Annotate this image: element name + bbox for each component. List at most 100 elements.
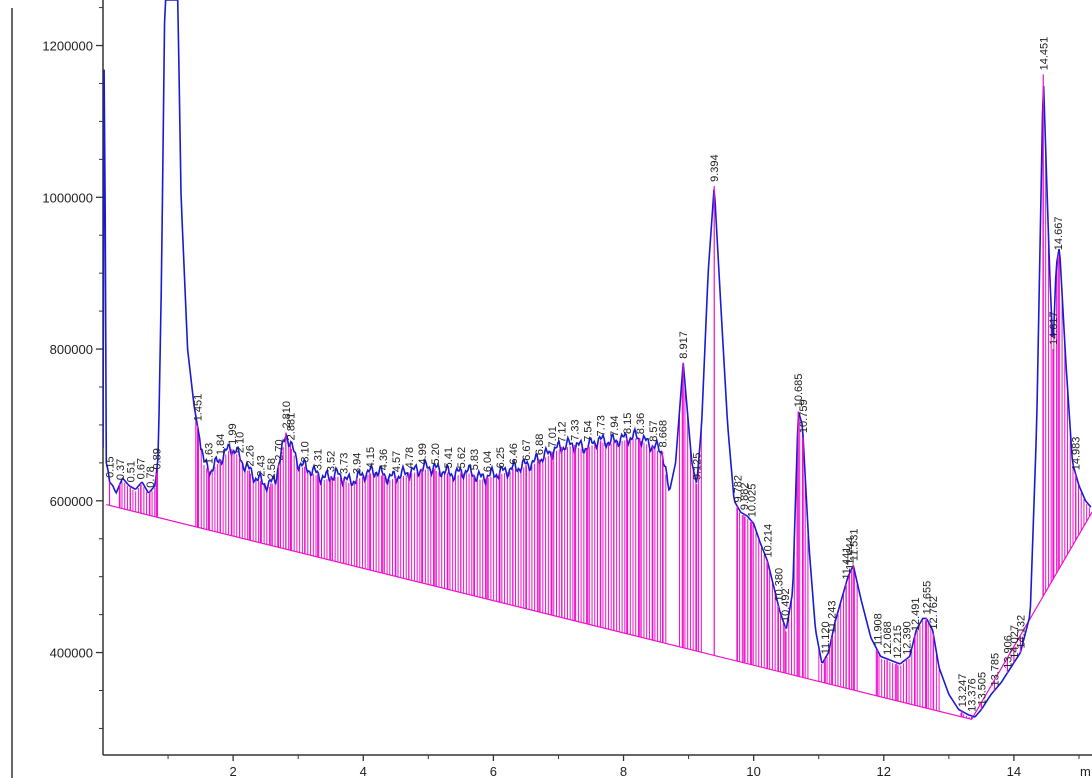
peak-label: 6.04 (482, 451, 494, 472)
peak-label: 9.394 (709, 154, 721, 182)
peak-label: 14.132 (1015, 615, 1027, 649)
peak-label: 7.54 (583, 420, 595, 441)
peak-retention-labels: 0.150.370.510.670.780.89 1.451 1.63 1.84 1.9… (105, 37, 1083, 720)
peak-label: 7.01 (547, 426, 559, 447)
y-tick-label: 1000000 (42, 190, 93, 205)
peak-label: 0.67 (136, 458, 148, 479)
peak-label: 2.810 (281, 401, 293, 429)
peak-label: 0.51 (125, 461, 137, 482)
peak-label: 13.505 (976, 672, 988, 706)
peak-label: 9.782 (732, 475, 744, 503)
peak-label: 9.882 (739, 483, 751, 511)
x-axis-unit-label: m (1080, 764, 1091, 778)
peak-label: 2.58 (266, 458, 278, 479)
peak-label: 3.10 (300, 441, 312, 462)
peak-label: 2.881 (285, 413, 297, 441)
peak-label: 12.390 (902, 621, 914, 655)
peak-label: 3.52 (326, 451, 338, 472)
peak-label: 2.70 (274, 439, 286, 460)
peak-label: 3.73 (339, 453, 351, 474)
peak-label: 10.492 (780, 588, 792, 622)
peak-label: 11.441 (841, 547, 853, 580)
y-tick-label: 600000 (50, 494, 93, 509)
peak-label: 2.10 (235, 432, 247, 453)
peak-label: 8.917 (678, 331, 690, 359)
peak-label: 12.491 (910, 597, 922, 631)
y-tick-label: 400000 (50, 646, 93, 661)
peak-label: 5.20 (430, 443, 442, 464)
peak-label: 10.214 (763, 524, 775, 558)
peak-label: 1.99 (227, 423, 239, 444)
peak-label: 12.655 (921, 581, 933, 615)
peak-label: 14.451 (1038, 37, 1050, 71)
peak-label: 12.088 (882, 621, 894, 655)
peak-label: 12.762 (928, 596, 940, 630)
peak-label: 0.78 (145, 466, 157, 487)
peak-label: 1.451 (192, 394, 204, 422)
y-tick-label: 800000 (50, 342, 93, 357)
peak-label: 0.37 (115, 459, 127, 480)
integration-baseline (106, 504, 1092, 721)
peak-label: 11.531 (848, 528, 860, 561)
peak-label: 6.25 (495, 447, 507, 468)
peak-label: 7.94 (609, 415, 621, 436)
x-tick-label: 6 (490, 764, 497, 778)
peak-label: 10.759 (798, 399, 810, 433)
peak-label: 6.46 (508, 443, 520, 464)
x-tick-label: 8 (620, 764, 627, 778)
x-tick-label: 10 (746, 764, 760, 778)
peak-label: 4.99 (417, 443, 429, 464)
peak-label: 4.78 (404, 447, 416, 468)
peak-label: 8.57 (648, 420, 660, 441)
peak-label: 9.125 (692, 453, 704, 481)
peak-label: 10.380 (773, 568, 785, 602)
peak-label: 13.785 (989, 653, 1001, 687)
peak-label: 7.12 (557, 421, 569, 442)
peak-label: 0.15 (105, 456, 117, 477)
peak-label: 11.908 (872, 613, 884, 646)
peak-label: 14.983 (1071, 437, 1083, 471)
x-tick-label: 14 (1007, 764, 1021, 778)
y-tick-label: 1200000 (42, 39, 93, 54)
peak-label: 7.33 (570, 419, 582, 440)
peak-label: 10.025 (747, 484, 759, 518)
peak-label: 6.88 (534, 434, 546, 455)
peak-label: 4.36 (378, 449, 390, 470)
peak-label: 1.84 (215, 434, 227, 455)
y-axis-ticks: 400000 600000 800000 1000000 1200000 (42, 39, 103, 661)
peak-label: 3.94 (352, 453, 364, 474)
peak-label: 13.247 (957, 674, 969, 708)
peak-label: 14.027 (1009, 625, 1021, 659)
peak-label: 3.31 (313, 449, 325, 470)
peak-label: 11.444 (844, 537, 856, 570)
peak-label: 12.215 (892, 625, 904, 659)
peak-label: 4.15 (365, 447, 377, 468)
peak-integration-drops (118, 93, 1090, 719)
peak-label: 1.63 (203, 443, 215, 464)
x-tick-label: 12 (877, 764, 891, 778)
chromatogram-signal-trace (103, 0, 1092, 718)
peak-label: 14.617 (1048, 311, 1060, 345)
peak-label: 2.26 (244, 445, 256, 466)
x-tick-label: 2 (230, 764, 237, 778)
peak-label: 8.15 (622, 413, 634, 434)
axes (11, 0, 1092, 778)
peak-label: 5.62 (456, 447, 468, 468)
peak-label: 4.57 (391, 451, 403, 472)
peak-label: 8.668 (658, 420, 670, 448)
peak-label: 8.36 (635, 413, 647, 434)
peak-label: 7.73 (596, 415, 608, 436)
peak-label: 11.243 (827, 601, 839, 634)
peak-label: 10.685 (793, 374, 805, 408)
x-tick-label: 4 (360, 764, 367, 778)
peak-label: 14.667 (1053, 217, 1065, 251)
x-axis-ticks: 2 4 6 8 10 12 14 (167, 755, 1080, 778)
y-minor-ticks (99, 7, 103, 729)
peak-label: 5.83 (469, 449, 481, 470)
peak-label: 13.376 (967, 678, 979, 712)
peak-label: 6.67 (521, 439, 533, 460)
peak-label: 13.906 (1002, 635, 1014, 669)
peak-label: 0.89 (151, 448, 163, 469)
peak-label: 11.120 (820, 621, 832, 654)
